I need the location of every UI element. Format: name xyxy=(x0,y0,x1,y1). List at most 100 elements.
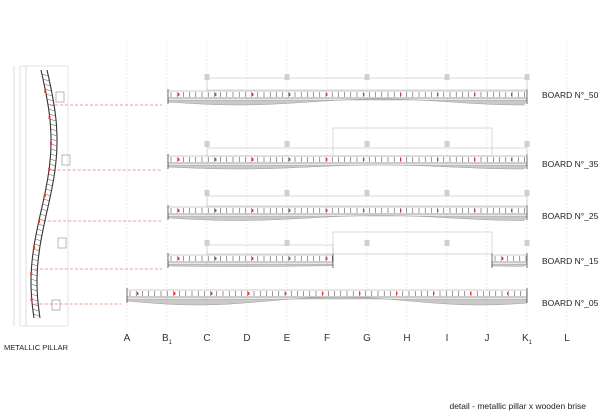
pillar-edge xyxy=(30,69,52,319)
pillar-hatch xyxy=(31,288,38,292)
support-frame xyxy=(206,195,528,207)
support-block xyxy=(284,141,290,147)
pillar-hatch xyxy=(32,303,39,307)
pillar-hatch xyxy=(31,293,38,297)
board-2 xyxy=(43,205,528,222)
pillar-red-mark xyxy=(30,298,33,301)
pillar-bracket xyxy=(55,91,65,103)
pillar-hatch xyxy=(33,313,40,317)
board-profile xyxy=(126,296,528,306)
pillar-hatch xyxy=(45,88,52,92)
pillar-label: METALLIC PILLAR xyxy=(4,343,69,352)
axis-letter: K xyxy=(521,333,529,344)
axis-label-j: J xyxy=(485,333,490,344)
support-frame xyxy=(206,244,334,255)
board-red-mark xyxy=(400,209,402,212)
axis-label-g: G xyxy=(363,333,371,344)
pillar-edge xyxy=(36,69,58,319)
axis-label-b: B1 xyxy=(162,333,172,346)
pillar-bracket xyxy=(61,154,71,166)
board-label-35: BOARD N°_35 xyxy=(542,159,599,169)
axis-letter: D xyxy=(243,333,251,344)
pillar-hatch xyxy=(48,108,55,112)
board-red-mark xyxy=(211,292,213,295)
axis-label-f: F xyxy=(324,333,330,344)
pillar-hatch xyxy=(41,73,48,77)
board-red-mark xyxy=(252,257,254,260)
board-profile xyxy=(167,98,528,106)
pillar-hatch xyxy=(47,178,54,182)
support-frame xyxy=(332,127,493,157)
pillar-hatch xyxy=(35,238,42,242)
board-red-mark xyxy=(326,209,328,212)
board-red-mark xyxy=(215,158,217,161)
pillar-hatch xyxy=(46,93,53,97)
axis-letter: I xyxy=(445,333,449,344)
axis-label-d: D xyxy=(243,333,250,344)
board-red-mark xyxy=(507,292,509,295)
pillar-dimension-frame xyxy=(19,65,69,327)
pillar-hatch xyxy=(32,253,39,257)
board-red-mark xyxy=(400,158,402,161)
board-label-25: BOARD N°_25 xyxy=(542,211,599,221)
pillar-red-mark xyxy=(38,220,41,223)
pillar-hatch xyxy=(40,213,47,217)
support-block xyxy=(364,74,370,80)
board-red-mark xyxy=(396,292,398,295)
support-block xyxy=(284,240,290,246)
board-red-mark xyxy=(474,158,476,161)
board-label-15: BOARD N°_15 xyxy=(542,256,599,266)
board-red-mark xyxy=(252,93,254,96)
board-red-mark xyxy=(178,257,180,260)
pillar-red-mark xyxy=(48,116,51,119)
boards-group xyxy=(34,89,528,306)
board-red-mark xyxy=(326,93,328,96)
board-red-mark xyxy=(363,93,365,96)
support-block xyxy=(284,74,290,80)
board-red-mark xyxy=(215,257,217,260)
axis-subscript: 1 xyxy=(168,340,173,346)
pillar-hatch xyxy=(50,158,57,162)
board-red-mark xyxy=(248,292,250,295)
board-red-mark xyxy=(437,158,439,161)
axis-letter: B xyxy=(161,333,169,344)
pillar-hatch xyxy=(49,163,56,167)
board-red-mark xyxy=(137,292,139,295)
pillar-red-mark xyxy=(48,168,51,171)
pillar-hatch xyxy=(42,78,50,82)
pillar-hatch xyxy=(36,233,43,237)
pillar-hatch xyxy=(33,248,40,252)
board-red-mark xyxy=(326,158,328,161)
board-red-mark xyxy=(252,158,254,161)
pillar-red-mark xyxy=(44,90,47,93)
board-red-mark xyxy=(289,158,291,161)
axis-label-c: C xyxy=(203,333,210,344)
metallic-pillar xyxy=(13,65,71,327)
pillar-hatch xyxy=(37,228,44,232)
pillar-hatch xyxy=(31,298,38,302)
grid-lines xyxy=(126,42,568,324)
pillar-hatch xyxy=(46,98,54,102)
axis-letter: E xyxy=(283,333,291,344)
board-label-50: BOARD N°_50 xyxy=(542,90,599,100)
board-red-mark xyxy=(511,209,513,212)
support-frames xyxy=(204,74,530,255)
board-red-mark xyxy=(511,158,513,161)
board-red-mark xyxy=(363,209,365,212)
board-red-mark xyxy=(511,93,513,96)
pillar-hatch xyxy=(42,203,49,207)
board-red-mark xyxy=(400,93,402,96)
board-red-mark xyxy=(289,93,291,96)
pillar-red-mark xyxy=(30,272,33,275)
axis-letter: H xyxy=(403,333,411,344)
pillar-hatch xyxy=(50,128,57,132)
board-red-mark xyxy=(437,209,439,212)
board-red-mark xyxy=(433,292,435,295)
axis-letter: L xyxy=(564,333,570,344)
support-block xyxy=(364,240,370,246)
board-profile xyxy=(491,263,528,267)
support-block xyxy=(284,190,290,196)
pillar-bracket xyxy=(51,299,61,311)
